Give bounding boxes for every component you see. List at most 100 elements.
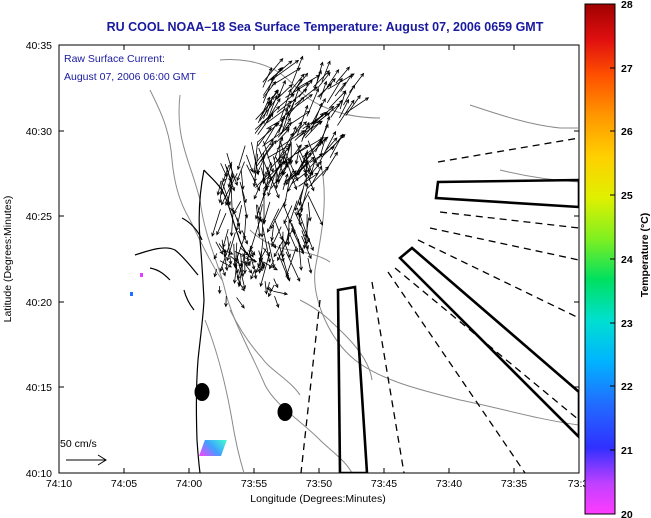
- current-vector: [328, 90, 347, 109]
- current-vector: [223, 249, 234, 255]
- x-tick-label: 73:55: [241, 478, 267, 490]
- current-vector: [216, 180, 222, 196]
- current-vector: [278, 114, 286, 134]
- current-vector: [290, 73, 305, 91]
- current-vector: [301, 230, 309, 250]
- current-vector: [229, 209, 234, 237]
- current-vector: [260, 218, 265, 238]
- current-vector: [236, 297, 245, 309]
- current-vector: [270, 224, 274, 242]
- current-vector: [242, 214, 247, 240]
- current-vector: [267, 241, 276, 269]
- antenna-beams: [336, 178, 579, 473]
- colorbar-tick: 21: [621, 445, 633, 457]
- current-vector: [226, 232, 236, 262]
- current-vector: [211, 209, 221, 237]
- current-vector: [249, 248, 254, 258]
- current-vector: [236, 217, 242, 235]
- chart-title: RU COOL NOAA–18 Sea Surface Temperature:…: [107, 20, 544, 34]
- current-vector: [259, 251, 271, 288]
- current-vector: [296, 143, 312, 176]
- current-vector: [239, 247, 249, 256]
- current-vector: [221, 266, 226, 277]
- current-vector: [266, 166, 280, 199]
- current-vector: [223, 250, 228, 258]
- current-vector: [221, 180, 231, 206]
- colorbar-tick: 28: [621, 0, 633, 11]
- current-vector: [236, 161, 245, 182]
- current-vector: [273, 239, 284, 258]
- current-vector: [282, 173, 289, 190]
- current-vector: [339, 98, 350, 119]
- colorbar-tick: 25: [621, 190, 633, 202]
- current-vector: [244, 263, 253, 274]
- current-vector: [257, 238, 264, 274]
- current-vector: [296, 191, 310, 216]
- x-axis: 74:10 74:05 74:00 73:55 73:50 73:45 73:4…: [46, 45, 589, 490]
- current-vector: [309, 146, 335, 164]
- plot-frame: [58, 44, 580, 474]
- x-tick-label: 73:40: [436, 478, 462, 490]
- current-vector: [267, 208, 280, 233]
- x-tick-label: 73:3: [568, 478, 589, 490]
- current-vector: [276, 155, 284, 172]
- current-vector: [298, 79, 313, 98]
- station-marker: [277, 403, 293, 421]
- y-tick-label: 40:15: [26, 382, 52, 394]
- y-tick-label: 40:30: [26, 126, 52, 138]
- current-vector: [219, 260, 233, 268]
- current-vector: [284, 149, 299, 182]
- current-vector: [310, 165, 322, 187]
- current-vector: [307, 257, 313, 274]
- current-vector: [220, 161, 233, 196]
- scale-label: 50 cm/s: [60, 438, 97, 450]
- current-vector: [307, 140, 320, 168]
- current-vector: [294, 188, 304, 212]
- y-tick-label: 40:10: [26, 468, 52, 480]
- station-marker: [194, 383, 210, 401]
- current-vector: [307, 195, 324, 226]
- current-vector: [236, 255, 247, 290]
- current-vector: [262, 67, 273, 88]
- current-vector: [326, 77, 343, 104]
- current-vector: [285, 246, 297, 277]
- current-vector: [335, 66, 350, 84]
- current-vector: [315, 123, 329, 153]
- current-vector: [235, 263, 239, 274]
- current-vector: [229, 166, 238, 187]
- radial-dashed-lines: [300, 137, 579, 473]
- y-tick-label: 40:35: [26, 40, 52, 52]
- current-vector: [235, 205, 243, 232]
- current-vector: [344, 97, 370, 114]
- current-vector: [283, 141, 292, 165]
- current-vector: [277, 140, 282, 164]
- y-axis: 40:35 40:30 40:25 40:20 40:15 40:10: [26, 40, 579, 480]
- current-vector: [303, 158, 308, 178]
- current-vector: [287, 125, 297, 150]
- current-vector: [276, 128, 290, 143]
- current-vector: [282, 237, 291, 259]
- annotation-line1: Raw Surface Current:: [64, 53, 165, 65]
- y-axis-label: Latitude (Degrees:Minutes): [2, 196, 14, 323]
- current-vector: [291, 55, 304, 84]
- current-vector: [290, 78, 303, 97]
- x-tick-label: 74:05: [111, 478, 137, 490]
- current-vector: [316, 61, 324, 81]
- colorbar-tick: 27: [621, 63, 633, 75]
- current-vector: [314, 112, 331, 124]
- current-vector: [276, 83, 293, 100]
- current-vector: [270, 239, 277, 249]
- current-vector: [227, 236, 233, 266]
- current-vector: [285, 251, 301, 282]
- current-vector: [273, 136, 284, 161]
- current-vector: [230, 255, 243, 267]
- current-vector: [302, 218, 310, 250]
- current-vector: [257, 265, 264, 271]
- current-vector: [215, 241, 224, 255]
- colorbar-tick: 22: [621, 381, 633, 393]
- current-vector: [317, 71, 331, 89]
- current-vector: [263, 261, 278, 271]
- current-vector: [246, 255, 251, 265]
- current-vector: [268, 94, 278, 117]
- current-vector: [277, 79, 286, 99]
